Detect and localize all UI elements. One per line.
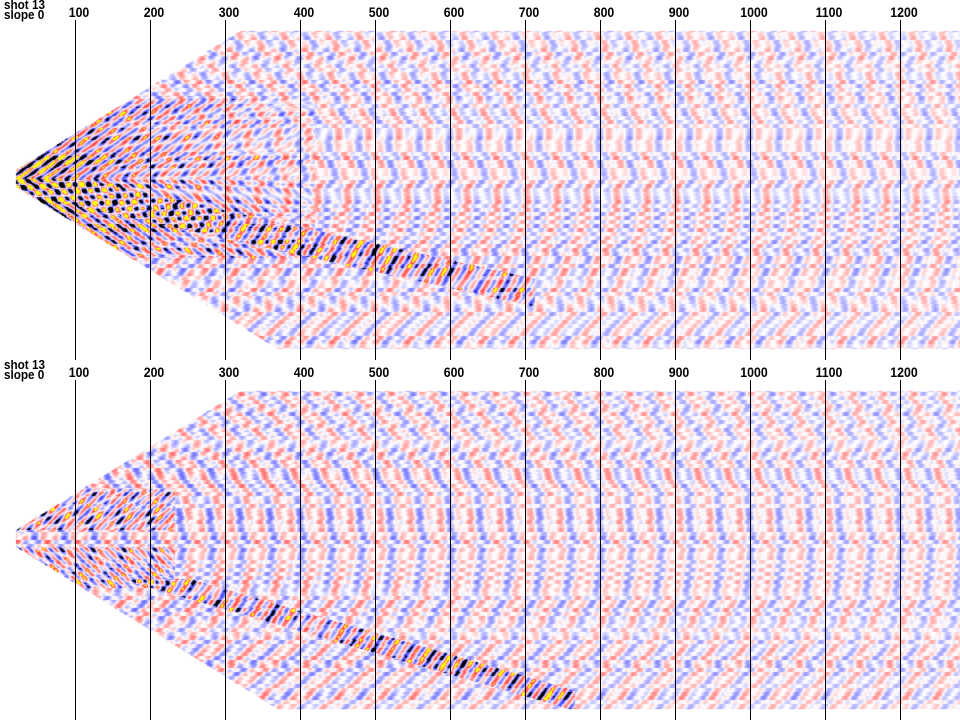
trace-tick-label: 600 (443, 364, 465, 380)
trace-tick-label: 700 (518, 364, 540, 380)
trace-tick-label: 800 (593, 4, 615, 20)
trace-tick-label: 400 (293, 364, 315, 380)
trace-tick-label: 300 (218, 4, 240, 20)
trace-tick-label: 500 (368, 364, 390, 380)
trace-tick-label: 1000 (740, 364, 768, 380)
trace-gridline (525, 20, 526, 360)
trace-tick-label: 600 (443, 4, 465, 20)
trace-tick-label: 900 (668, 364, 690, 380)
trace-tick-label: 200 (143, 364, 165, 380)
trace-gridline (375, 20, 376, 360)
trace-gridline (75, 380, 76, 720)
slope-label: slope 0 (4, 367, 45, 382)
trace-gridline (825, 380, 826, 720)
trace-gridline (300, 380, 301, 720)
trace-gridline (600, 20, 601, 360)
trace-axis-top: 100 200 300 400 500 600 700 800 900 1000 1100 1200 (68, 4, 918, 360)
trace-gridline (225, 20, 226, 360)
trace-tick-label: 200 (143, 4, 165, 20)
trace-tick-label: 1100 (815, 364, 843, 380)
trace-axis-bottom: 100 200 300 400 500 600 700 800 900 1000 1100 1200 (0, 360, 960, 720)
seismic-image-top (0, 0, 960, 360)
trace-tick-label: 100 (68, 364, 90, 380)
trace-gridline (825, 20, 826, 360)
shot-number-label: shot 13 (4, 360, 45, 372)
trace-gridline (300, 20, 301, 360)
trace-gridline (225, 380, 226, 720)
trace-tick-label: 800 (593, 364, 615, 380)
trace-tick-label: 1200 (890, 4, 918, 20)
shot-label-bottom: shot 13 slope 0 (4, 360, 45, 382)
seismic-panel-bottom: 100 200 300 400 500 600 700 800 900 1000 1100 1200 … (0, 360, 960, 720)
seismic-panel-top: 100 200 300 400 500 600 700 800 900 1000 1100 1200 … (0, 0, 960, 360)
trace-gridline (525, 380, 526, 720)
trace-tick-label: 1100 (815, 4, 843, 20)
trace-gridline (375, 380, 376, 720)
trace-gridline (750, 380, 751, 720)
shot-label-top: shot 13 slope 0 (4, 0, 45, 22)
trace-gridline (675, 380, 676, 720)
trace-gridline (600, 380, 601, 720)
trace-gridline (450, 380, 451, 720)
trace-tick-label: 400 (293, 4, 315, 20)
trace-gridline (900, 20, 901, 360)
trace-tick-label: 300 (218, 364, 240, 380)
seismic-image-bottom (0, 360, 960, 720)
trace-gridline (150, 20, 151, 360)
trace-tick-label: 1200 (890, 364, 918, 380)
trace-gridline (75, 20, 76, 360)
trace-tick-label: 500 (368, 4, 390, 20)
trace-gridline (675, 20, 676, 360)
trace-tick-label: 900 (668, 4, 690, 20)
trace-gridline (750, 20, 751, 360)
trace-tick-label: 700 (518, 4, 540, 20)
trace-tick-label: 1000 (740, 4, 768, 20)
trace-gridline (150, 380, 151, 720)
shot-number-label: shot 13 (4, 0, 45, 12)
trace-tick-label: 100 (68, 4, 90, 20)
trace-gridline (450, 20, 451, 360)
slope-label: slope 0 (4, 7, 45, 22)
trace-gridline (900, 380, 901, 720)
